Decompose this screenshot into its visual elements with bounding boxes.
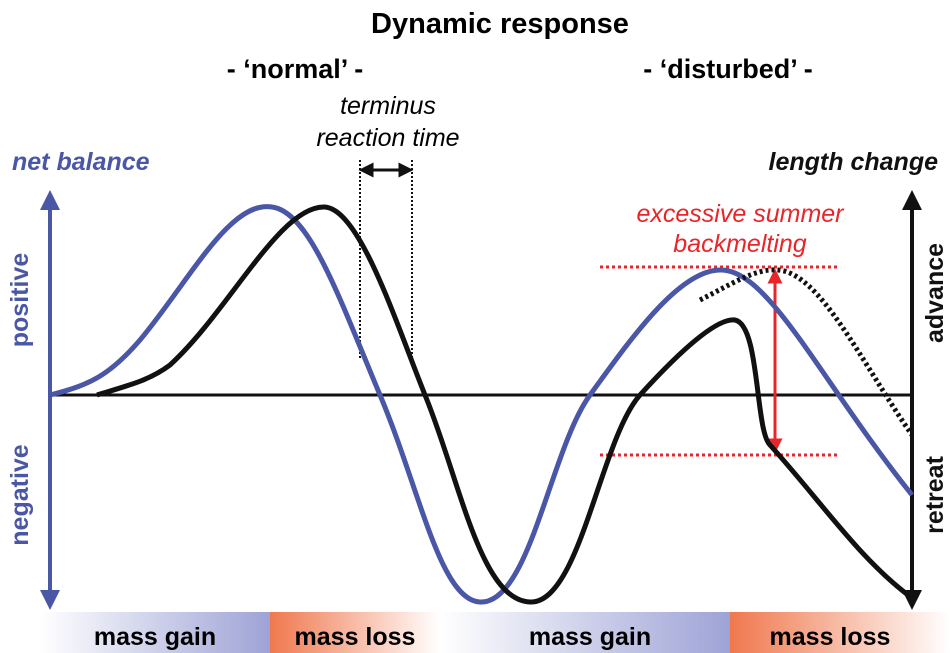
annotation: reaction time: [316, 124, 459, 152]
annotation: terminus: [340, 92, 436, 120]
band: [730, 612, 950, 653]
band-label: mass loss: [770, 623, 891, 651]
length-change-curve: [96, 204, 914, 605]
axis-title: net balance: [12, 148, 150, 176]
undisturbed-curve: [698, 267, 915, 437]
title: Dynamic response: [371, 8, 629, 40]
phase-label: - ‘normal’ -: [227, 54, 364, 84]
axis-title: length change: [769, 148, 939, 176]
annotation: backmelting: [673, 230, 806, 258]
axis-label: negative: [6, 444, 34, 546]
net-balance-curve: [49, 204, 914, 605]
phase-label: - ‘disturbed’ -: [643, 54, 813, 84]
annotation: excessive summer: [637, 200, 846, 228]
axis-label: retreat: [921, 455, 949, 533]
band: [270, 612, 440, 653]
band-label: mass gain: [529, 623, 651, 651]
band: [440, 612, 730, 653]
axis-label: positive: [6, 253, 34, 348]
band-label: mass loss: [295, 623, 416, 651]
band: [40, 612, 270, 653]
band-label: mass gain: [94, 623, 216, 651]
axis-label: advance: [921, 243, 949, 343]
